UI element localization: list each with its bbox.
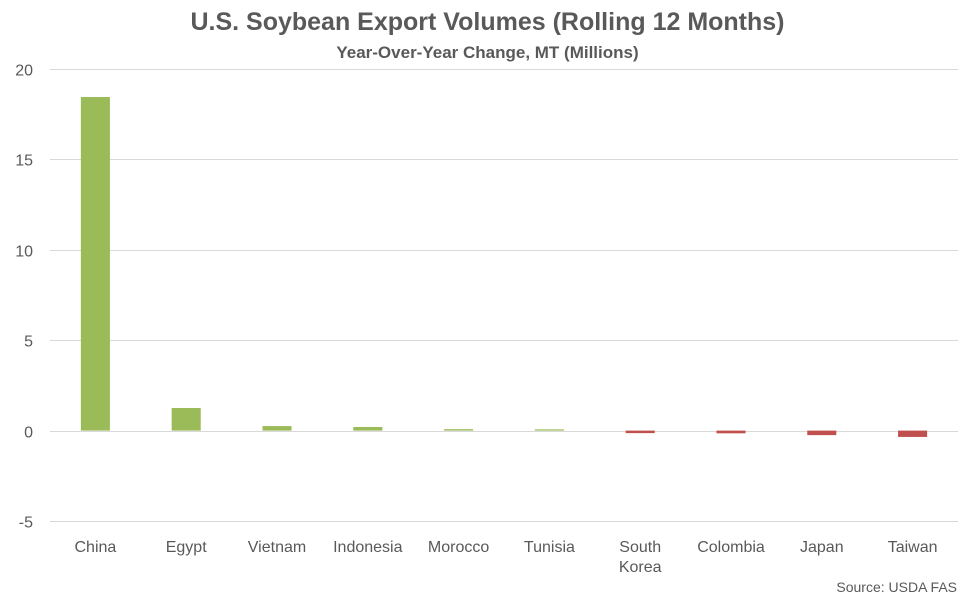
- bar: [716, 430, 746, 434]
- chart-subtitle: Year-Over-Year Change, MT (Millions): [336, 43, 639, 62]
- x-tick-label: Tunisia: [524, 539, 575, 556]
- x-tick-label: Vietnam: [248, 539, 306, 556]
- y-tick-label: 0: [24, 425, 33, 442]
- bar: [807, 430, 837, 436]
- x-tick-label: South: [619, 539, 661, 556]
- bar: [534, 429, 564, 431]
- bar: [353, 426, 383, 431]
- y-axis: -5 0 5 10 15 20: [15, 63, 33, 532]
- x-tick-label: Egypt: [166, 539, 207, 556]
- x-axis: China Egypt Vietnam Indonesia Morocco Tunisia…: [74, 539, 937, 576]
- gridlines: [50, 69, 958, 522]
- y-tick-label: 20: [15, 63, 33, 80]
- bar: [444, 429, 474, 431]
- chart-title: U.S. Soybean Export Volumes (Rolling 12 …: [190, 8, 785, 36]
- bar: [262, 426, 292, 431]
- bar: [171, 408, 201, 431]
- bars: [80, 97, 928, 437]
- y-tick-label: 15: [15, 153, 33, 170]
- x-tick-label: China: [74, 539, 116, 556]
- y-tick-label: 5: [24, 334, 33, 351]
- x-tick-label: Indonesia: [333, 539, 402, 556]
- x-tick-label: Morocco: [428, 539, 489, 556]
- source-note: Source: USDA FAS: [836, 579, 957, 595]
- x-tick-label: Korea: [619, 559, 662, 576]
- x-tick-label: Taiwan: [888, 539, 938, 556]
- y-tick-label: 10: [15, 244, 33, 261]
- x-tick-label: Colombia: [697, 539, 765, 556]
- x-tick-label: Japan: [800, 539, 844, 556]
- bar: [625, 430, 655, 434]
- bar: [898, 430, 928, 437]
- bar: [80, 97, 110, 431]
- y-tick-label: -5: [19, 515, 33, 532]
